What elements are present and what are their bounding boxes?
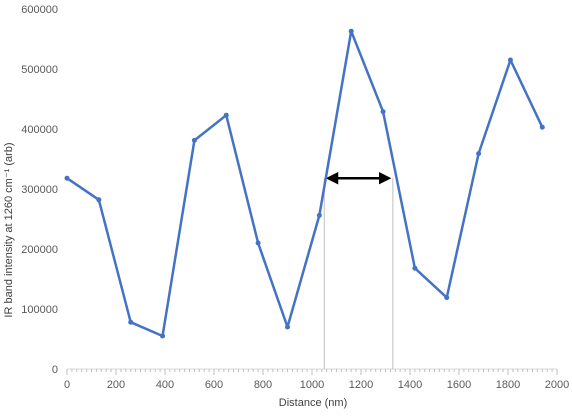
data-point (539, 124, 545, 130)
y-tick-label: 600000 (21, 4, 58, 16)
y-tick-label: 400000 (21, 124, 58, 136)
y-tick-label: 0 (52, 364, 58, 376)
x-tick-label: 1800 (496, 379, 520, 391)
data-point (507, 57, 513, 63)
x-tick-label: 2000 (545, 379, 569, 391)
y-tick-labels: 0 100000 200000 300000 400000 500000 600000 (21, 4, 58, 376)
data-point (380, 109, 386, 115)
x-tick-label: 1200 (349, 379, 373, 391)
data-point (128, 319, 134, 325)
y-tick-label: 200000 (21, 244, 58, 256)
axes (66, 368, 558, 375)
x-tick-label: 1600 (447, 379, 471, 391)
annotations (323, 171, 394, 369)
x-tick-label: 0 (64, 379, 70, 391)
data-point (160, 333, 166, 339)
y-axis-title: IR band intensity at 1260 cm⁻¹ (arb) (3, 142, 15, 317)
x-tick-label: 600 (205, 379, 223, 391)
y-tick-label: 500000 (21, 64, 58, 76)
data-point (96, 197, 102, 203)
x-tick-label: 800 (254, 379, 272, 391)
data-point (285, 324, 290, 330)
y-tick-label: 300000 (21, 184, 58, 196)
data-point (223, 112, 229, 118)
x-tick-label: 1400 (398, 379, 422, 391)
series-line (66, 29, 544, 338)
data-point (444, 295, 450, 301)
x-tick-label: 400 (156, 379, 174, 391)
y-tick-label: 100000 (21, 304, 58, 316)
x-tick-label: 200 (107, 379, 125, 391)
series-group (64, 28, 545, 339)
x-tick-labels: 0 200 400 600 800 1000 1200 1400 1600 1800 2000 (64, 379, 569, 391)
x-tick-label: 1000 (300, 379, 324, 391)
data-point (476, 151, 482, 157)
data-point (348, 28, 354, 34)
data-point (64, 175, 70, 181)
x-axis-title: Distance (nm) (279, 397, 347, 409)
data-point (255, 240, 261, 246)
data-point (412, 265, 418, 271)
data-point (191, 137, 197, 143)
data-point (316, 212, 322, 218)
